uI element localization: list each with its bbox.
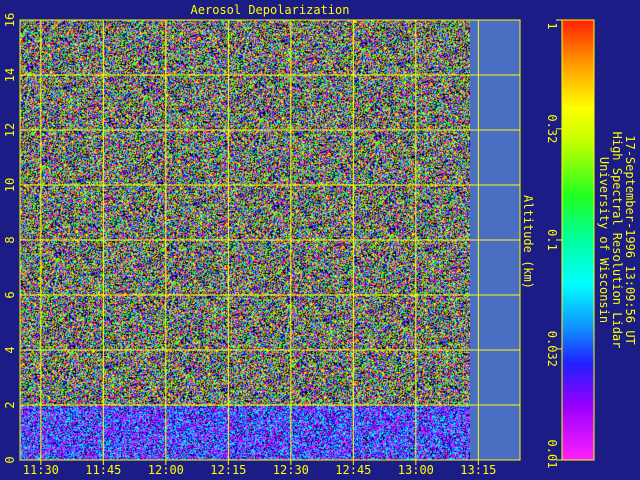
colorbar-ticks: 1 0.32 0.1 0.032 0.01	[545, 19, 562, 469]
colorbar-tick-label: 0.01	[545, 440, 559, 469]
x-tick-label: 11:45	[85, 463, 121, 477]
x-tick-label: 12:30	[273, 463, 309, 477]
colorbar	[562, 20, 594, 460]
x-axis: 11:30 11:45 12:00 12:15 12:30 12:45 13:00 13:15	[23, 460, 496, 477]
colorbar-tick-label: 1	[545, 22, 559, 29]
x-tick-label: 13:00	[398, 463, 434, 477]
y-tick-label: 14	[3, 68, 17, 82]
caption-institution: University of Wisconsin	[597, 157, 611, 323]
x-tick-label: 12:45	[335, 463, 371, 477]
x-tick-label: 12:15	[210, 463, 246, 477]
colorbar-tick-label: 0.032	[545, 331, 559, 367]
chart-title: Aerosol Depolarization	[191, 3, 350, 17]
y-tick-label: 10	[3, 178, 17, 192]
colorbar-tick-label: 0.1	[545, 229, 559, 251]
x-tick-label: 13:15	[460, 463, 496, 477]
y-axis: 0 2 4 6 8 10 12 14 16	[3, 13, 17, 464]
y-tick-label: 6	[3, 291, 17, 298]
colorbar-tick-label: 0.32	[545, 114, 559, 143]
y-tick-label: 12	[3, 123, 17, 137]
y-tick-label: 0	[3, 456, 17, 463]
caption-timestamp: 17-September-1996 13:09:56 UT	[623, 135, 637, 345]
y-axis-label: Altitude (km)	[521, 195, 535, 289]
plot-frame	[19, 19, 521, 461]
x-tick-label: 11:30	[23, 463, 59, 477]
y-tick-label: 8	[3, 236, 17, 243]
grid-lines	[20, 20, 520, 460]
y-tick-label: 16	[3, 13, 17, 27]
y-tick-label: 4	[3, 346, 17, 353]
caption-instrument: High Spectral Resolution Lidar	[610, 132, 624, 349]
x-tick-label: 12:00	[148, 463, 184, 477]
y-tick-label: 2	[3, 401, 17, 408]
